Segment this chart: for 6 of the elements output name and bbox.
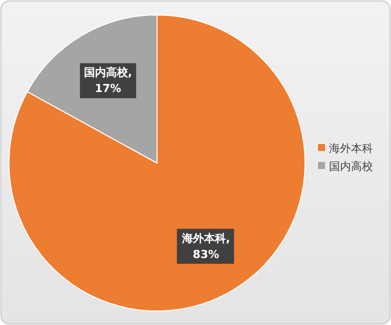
legend: 海外本科 国内高校 (318, 142, 373, 173)
data-label: 海外本科, 83% (176, 228, 234, 264)
slice-label: 海外本科 (329, 142, 373, 155)
legend-label: 国内高校 (329, 160, 373, 173)
pie-slice (8, 14, 306, 312)
data-label: 国内高校, 17% (80, 63, 136, 98)
